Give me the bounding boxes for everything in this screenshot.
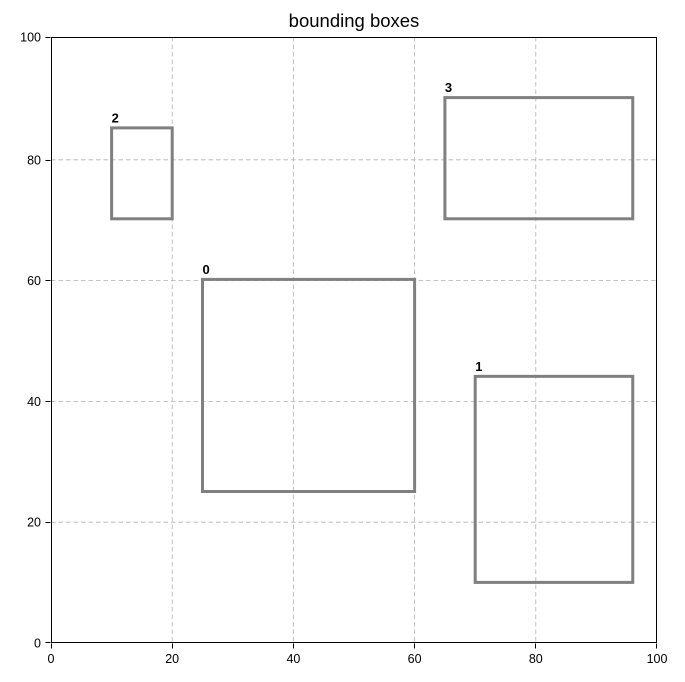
svg-text:0: 0 xyxy=(34,637,41,651)
svg-text:bounding boxes: bounding boxes xyxy=(289,10,420,31)
svg-text:20: 20 xyxy=(27,516,41,530)
svg-text:80: 80 xyxy=(529,652,543,666)
svg-text:60: 60 xyxy=(27,274,41,288)
svg-text:0: 0 xyxy=(48,652,55,666)
svg-text:100: 100 xyxy=(20,31,41,45)
svg-text:40: 40 xyxy=(27,395,41,409)
svg-text:3: 3 xyxy=(445,80,452,95)
svg-text:20: 20 xyxy=(165,652,179,666)
svg-text:80: 80 xyxy=(27,153,41,167)
svg-text:60: 60 xyxy=(408,652,422,666)
svg-text:1: 1 xyxy=(475,359,482,374)
svg-text:40: 40 xyxy=(286,652,300,666)
svg-text:2: 2 xyxy=(112,110,119,125)
svg-text:100: 100 xyxy=(647,652,668,666)
svg-text:0: 0 xyxy=(203,262,210,277)
